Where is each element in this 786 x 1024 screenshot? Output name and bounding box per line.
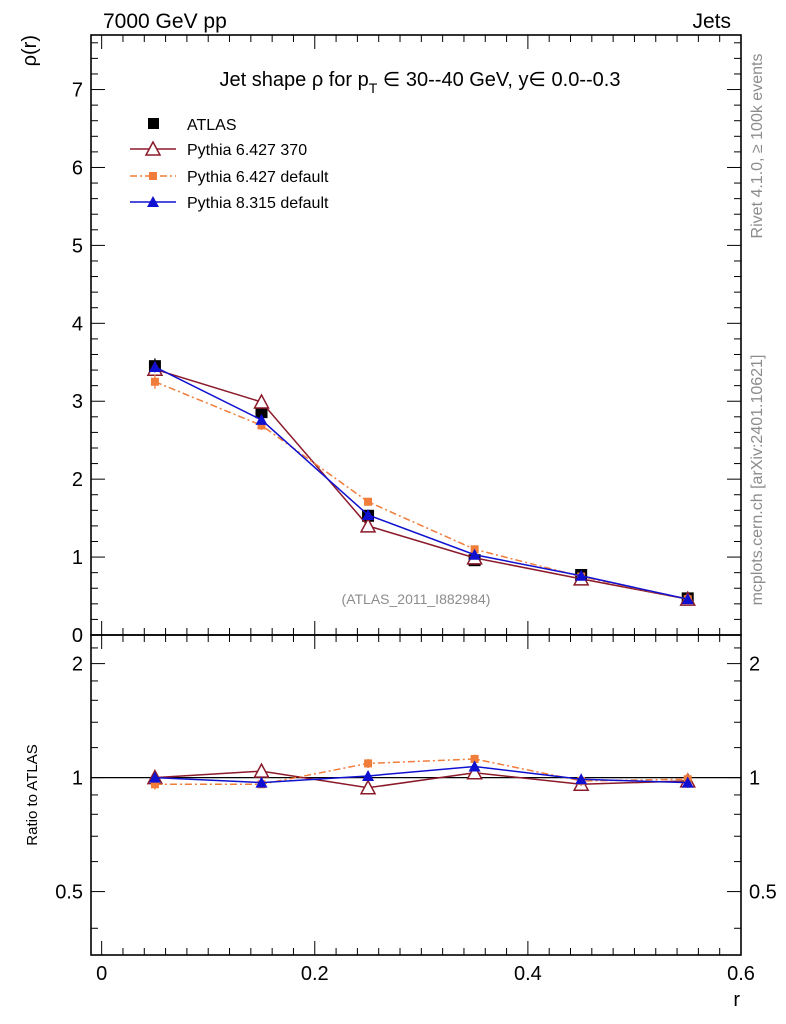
legend-marker-pythia6-370: [144, 140, 162, 156]
ratio-y-tick-label: 0.5: [55, 882, 83, 904]
ratio-point-pythia-8-315-default: [681, 776, 694, 788]
axes-ticks: 0 1 2 3 4 5 6 7 0 0.2 0.4 0.6 0.5 0.5 1 1 2 2: [55, 35, 777, 985]
x-tick-label: 0.6: [727, 963, 755, 985]
main-y-tick-label: 2: [72, 469, 83, 491]
ratio-y-tick-label-right: 0.5: [749, 882, 777, 904]
legend-label-pythia6-default: Pythia 6.427 default: [187, 169, 329, 186]
ratio-point-pythia-6-427-default: [470, 754, 479, 763]
ratio-point-pythia-6-427-370: [466, 764, 483, 780]
ratio-series-pythia-6-427-default: [150, 754, 692, 790]
main-point-pythia-6-427-370: [253, 393, 270, 409]
main-y-tick-label: 0: [72, 625, 83, 647]
ratio-line-pythia-8-315-default: [154, 765, 688, 784]
ratio-y-axis-label: Ratio to ATLAS: [24, 744, 41, 845]
main-point-pythia-8-315-default: [468, 548, 481, 560]
legend-label-atlas: ATLAS: [187, 117, 237, 134]
main-y-tick-label: 3: [72, 391, 83, 413]
ratio-series-pythia-6-427-370: [146, 762, 696, 795]
ratio-point-pythia-6-427-default: [150, 780, 159, 789]
main-y-tick-label: 7: [72, 80, 83, 102]
legend-marker-pythia6-default: [149, 172, 157, 180]
main-series-pythia-8-315-default: [148, 360, 694, 605]
ratio-plot-frame: [90, 634, 742, 956]
main-y-axis-label: ρ(r): [19, 35, 41, 66]
analysis-watermark: (ATLAS_2011_I882984): [342, 591, 491, 607]
mcplots-label: mcplots.cern.ch [arXiv:2401.10621]: [749, 355, 766, 606]
plot-title-prefix: Jet shape ρ for p: [220, 69, 369, 91]
ratio-point-pythia-6-427-default: [364, 759, 373, 768]
main-y-tick-label: 6: [72, 157, 83, 179]
main-point-atlas: [255, 406, 268, 419]
ratio-point-pythia-6-427-370: [253, 762, 270, 778]
main-point-pythia-8-315-default: [255, 413, 268, 425]
main-point-pythia-6-427-default: [257, 421, 266, 430]
main-point-pythia-6-427-default: [150, 377, 159, 386]
main-y-tick-label: 5: [72, 235, 83, 257]
ratio-line-pythia-6-427-370: [154, 770, 688, 789]
main-line-pythia-6-427-370: [154, 368, 688, 600]
legend-label-pythia6-370: Pythia 6.427 370: [187, 142, 307, 159]
ratio-point-pythia-6-427-370: [359, 779, 377, 795]
ratio-point-pythia-8-315-default: [148, 771, 161, 783]
main-series-pythia-6-427-default: [150, 374, 692, 604]
main-point-pythia-8-315-default: [148, 360, 161, 372]
ratio-series-pythia-8-315-default: [148, 760, 694, 788]
main-series-pythia-6-427-370: [146, 360, 696, 606]
main-point-pythia-8-315-default: [362, 509, 375, 520]
rivet-label: Rivet 4.1.0, ≥ 100k events: [749, 54, 766, 239]
ratio-point-pythia-8-315-default: [575, 773, 588, 785]
ratio-y-tick-label-right: 2: [749, 654, 760, 676]
main-y-tick-label: 4: [72, 313, 83, 335]
main-point-pythia-6-427-default: [364, 497, 373, 506]
data-layer: [146, 358, 696, 795]
ratio-y-tick-label-right: 1: [749, 768, 760, 790]
main-series-atlas: [148, 358, 694, 605]
legend-label-pythia8-default: Pythia 8.315 default: [187, 195, 329, 212]
ratio-point-pythia-8-315-default: [468, 760, 481, 772]
x-tick-label: 0.2: [301, 963, 329, 985]
plot-title-subscript: T: [369, 80, 378, 96]
legend-marker-atlas: [148, 118, 159, 129]
ratio-y-tick-label: 2: [72, 654, 83, 676]
ratio-point-pythia-8-315-default: [255, 776, 268, 788]
x-tick-label: 0: [96, 963, 107, 985]
ratio-point-pythia-8-315-default: [362, 769, 375, 781]
main-point-pythia-8-315-default: [575, 569, 588, 581]
legend-marker-pythia8-default: [147, 196, 159, 207]
plot-title: Jet shape ρ for pT ∈ 30--40 GeV, y∈ 0.0-…: [220, 69, 621, 96]
main-y-tick-label: 1: [72, 547, 83, 569]
legend: ATLAS Pythia 6.427 370 Pythia 6.427 defa…: [130, 117, 329, 212]
x-axis-label: r: [733, 989, 740, 1011]
energy-label: 7000 GeV pp: [103, 10, 227, 33]
main-point-pythia-8-315-default: [681, 593, 694, 605]
main-line-pythia-8-315-default: [154, 366, 688, 600]
main-point-pythia-6-427-370: [359, 517, 377, 533]
plot-title-suffix: ∈ 30--40 GeV, y∈ 0.0--0.3: [377, 69, 620, 91]
main-line-pythia-6-427-default: [154, 381, 688, 600]
x-tick-label: 0.4: [514, 963, 542, 985]
ratio-y-tick-label: 1: [72, 768, 83, 790]
category-label: Jets: [692, 10, 731, 33]
